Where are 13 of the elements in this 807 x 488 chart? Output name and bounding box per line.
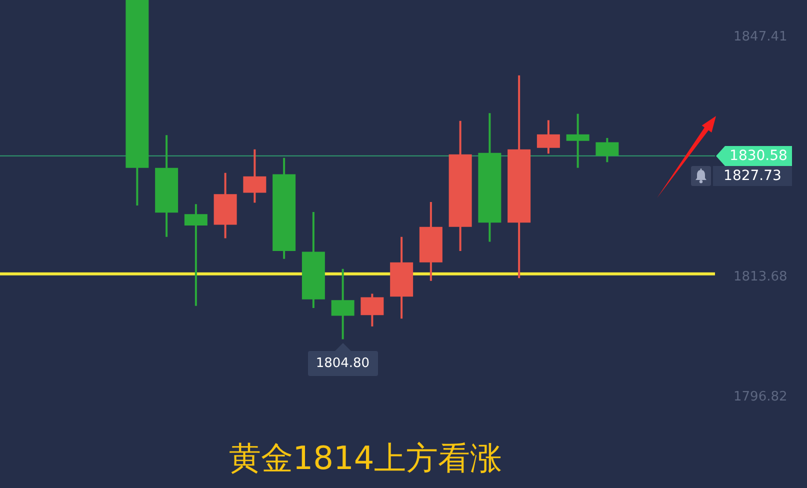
candlestick (184, 203, 208, 307)
y-tick-label: 1847.41 (734, 30, 788, 45)
text: 1827.73 (713, 166, 792, 186)
y-tick-label: 1796.82 (734, 390, 788, 404)
candlestick (243, 148, 266, 204)
annotation: 1804.80 (308, 351, 378, 376)
candlestick (360, 292, 384, 328)
y-tick-label: 1813.68 (734, 270, 788, 285)
candlestick (566, 112, 590, 169)
text: 黄金1814上方看涨 (228, 439, 502, 477)
candlestick (536, 119, 560, 155)
candlestick (596, 136, 619, 164)
ref-line-label: 1830.58 (725, 146, 792, 166)
